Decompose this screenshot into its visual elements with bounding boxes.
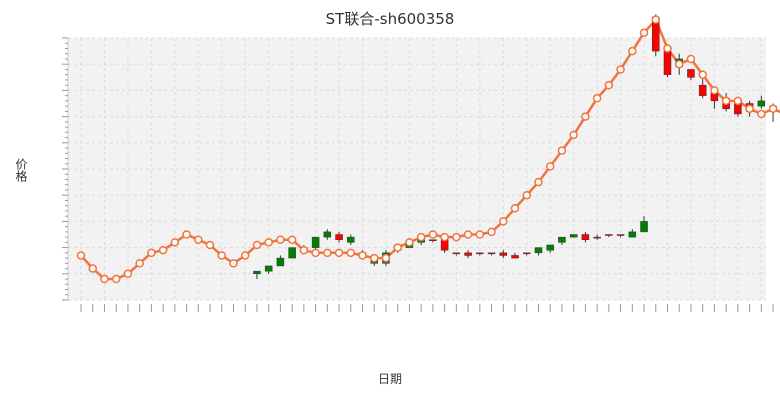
price-point — [534, 177, 543, 187]
price-point — [545, 162, 555, 171]
x-axis-label: 日期 — [377, 372, 402, 386]
price-point — [768, 104, 778, 113]
candle-down — [323, 231, 332, 238]
candle-up — [687, 69, 695, 78]
price-point — [592, 94, 602, 103]
price-point — [651, 15, 661, 24]
candle-up — [452, 252, 461, 255]
price-point — [334, 248, 344, 258]
price-point — [428, 230, 438, 239]
price-point — [205, 240, 215, 250]
price-point — [264, 238, 273, 247]
price-point — [721, 96, 731, 106]
price-point — [252, 240, 262, 250]
price-point — [440, 232, 449, 242]
price-point — [698, 70, 707, 79]
price-point — [463, 230, 473, 239]
price-point — [240, 251, 250, 260]
price-point — [710, 86, 719, 95]
candle-down — [347, 236, 355, 243]
price-point — [510, 204, 520, 213]
candle-down — [288, 247, 296, 259]
price-point — [393, 243, 402, 252]
price-point — [663, 44, 672, 53]
price-point — [88, 264, 97, 273]
price-point — [370, 253, 379, 263]
price-point — [323, 248, 332, 258]
candle-down — [546, 244, 554, 251]
candle-up — [663, 50, 672, 75]
price-point — [299, 245, 309, 255]
price-point — [287, 235, 297, 244]
candle-down — [253, 270, 261, 275]
candle-up — [487, 252, 496, 255]
price-point — [686, 54, 696, 64]
price-point — [182, 230, 191, 239]
price-point — [135, 259, 144, 268]
price-point — [757, 109, 766, 119]
price-point — [522, 190, 531, 200]
price-point — [111, 274, 121, 284]
candle-up — [698, 84, 707, 96]
price-point — [581, 112, 590, 121]
price-point — [311, 248, 320, 258]
price-point — [158, 245, 168, 255]
candle-down — [311, 236, 320, 248]
price-point — [475, 230, 485, 239]
candle-up — [522, 252, 531, 255]
candle-up — [581, 234, 590, 240]
price-point — [569, 130, 578, 140]
price-point — [381, 253, 391, 263]
price-point — [557, 146, 567, 155]
price-point — [229, 259, 238, 268]
price-point — [639, 28, 649, 38]
candle-down — [628, 231, 637, 238]
price-point — [276, 235, 285, 244]
price-point — [346, 248, 356, 258]
price-point — [170, 238, 180, 247]
price-point — [76, 251, 86, 260]
price-point — [452, 232, 461, 242]
price-point — [100, 274, 109, 284]
price-point — [616, 65, 625, 74]
candle-up — [499, 252, 508, 256]
candle-up — [616, 234, 625, 236]
price-point — [745, 104, 754, 113]
candle-down — [558, 236, 566, 243]
candle-down — [264, 265, 273, 272]
candle-down — [276, 257, 285, 267]
y-axis-label: 价格 — [14, 158, 28, 182]
price-point — [405, 238, 414, 247]
price-point — [217, 251, 227, 260]
candle-up — [429, 239, 437, 241]
price-point — [733, 96, 743, 106]
price-point — [194, 235, 203, 244]
price-point — [358, 251, 367, 260]
price-point — [628, 46, 637, 56]
price-point — [499, 217, 508, 226]
candle-down — [757, 100, 766, 107]
candle-down — [640, 221, 648, 233]
price-point — [123, 269, 133, 279]
price-point — [674, 59, 684, 69]
price-point — [147, 248, 156, 258]
price-point — [416, 232, 426, 242]
candle-up — [511, 255, 519, 259]
price-point — [604, 80, 614, 90]
candle-up — [605, 234, 613, 236]
price-point — [487, 227, 496, 237]
candle-up — [335, 234, 343, 240]
candle-up — [476, 252, 484, 255]
candle-down — [534, 247, 543, 254]
candle-up — [593, 236, 601, 239]
candle-up — [464, 252, 472, 256]
candle-down — [569, 234, 578, 238]
chart-title: ST联合-sh600358 — [325, 10, 455, 28]
